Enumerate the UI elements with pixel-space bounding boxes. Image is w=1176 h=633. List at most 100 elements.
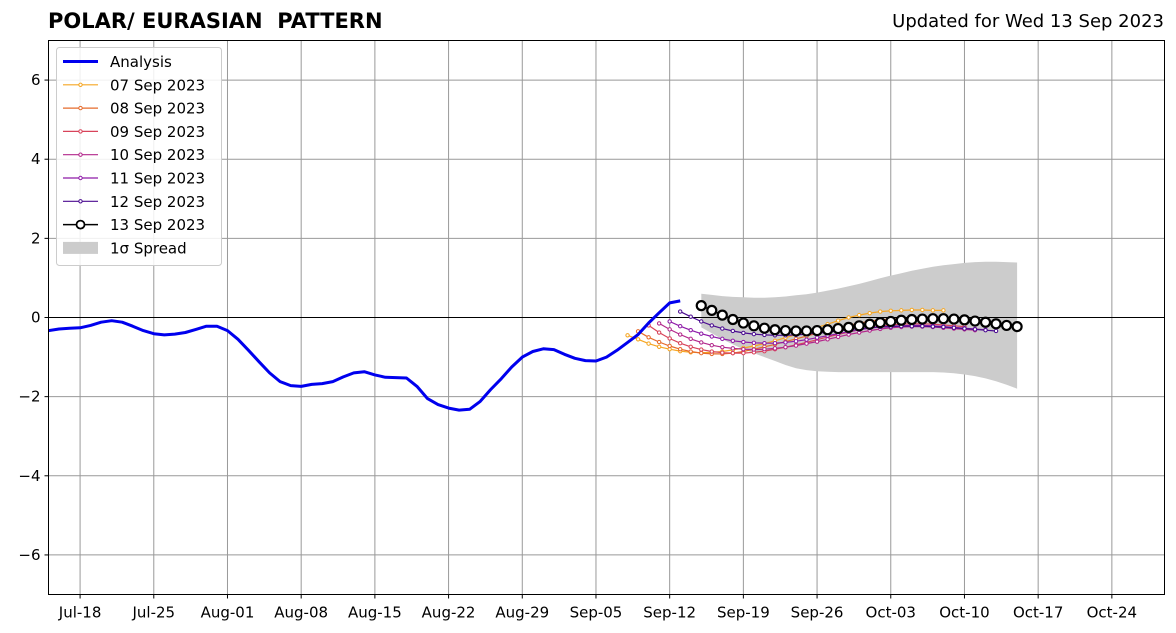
forecast-point xyxy=(656,321,662,326)
forecast-point xyxy=(853,320,865,332)
forecast-point xyxy=(783,344,788,350)
forecast-point xyxy=(688,349,693,354)
y-tick-label: −6 xyxy=(18,546,40,564)
forecast-point xyxy=(751,340,757,346)
legend-label: 07 Sep 2023 xyxy=(110,76,205,94)
forecast-point xyxy=(741,350,746,356)
forecast-point xyxy=(730,338,736,344)
forecast-point xyxy=(667,336,672,341)
forecast-point xyxy=(899,308,904,313)
forecast-point xyxy=(741,339,746,345)
legend-label: 09 Sep 2023 xyxy=(110,123,205,141)
x-tick-label: Oct-17 xyxy=(1013,604,1063,622)
forecast-point xyxy=(779,324,792,337)
forecast-point xyxy=(941,308,946,313)
x-tick-label: Oct-03 xyxy=(866,604,916,622)
forecast-point xyxy=(656,330,662,335)
forecast-point xyxy=(688,314,693,319)
x-tick-label: Sep-12 xyxy=(643,604,696,622)
x-tick-label: Sep-26 xyxy=(791,604,844,622)
x-tick-label: Oct-10 xyxy=(939,604,989,622)
forecast-point xyxy=(730,328,736,334)
analysis-line xyxy=(48,299,681,412)
forecast-point xyxy=(625,333,630,338)
forecast-point xyxy=(720,326,725,331)
forecast-point xyxy=(930,324,936,329)
x-tick-label: Aug-29 xyxy=(495,604,549,622)
forecast-point xyxy=(941,324,946,330)
forecast-point xyxy=(699,340,704,345)
x-tick-label: Aug-01 xyxy=(201,604,255,622)
legend-marker xyxy=(78,152,83,157)
x-tick-label: Oct-24 xyxy=(1087,604,1137,622)
legend-marker xyxy=(78,199,83,204)
y-tick-label: −2 xyxy=(18,388,40,406)
forecast-point xyxy=(751,331,757,337)
forecast-point xyxy=(909,307,915,313)
forecast-point xyxy=(677,341,683,346)
forecast-point xyxy=(737,317,749,329)
legend-label: 11 Sep 2023 xyxy=(110,170,205,188)
forecast-point xyxy=(885,315,897,328)
forecast-point xyxy=(804,337,809,342)
forecast-point xyxy=(951,325,957,330)
forecast-point xyxy=(916,313,928,325)
x-tick-label: Aug-15 xyxy=(348,604,402,622)
chart-title: POLAR/ EURASIAN PATTERN xyxy=(48,9,383,33)
forecast-series xyxy=(695,300,1023,337)
legend-box xyxy=(56,47,222,266)
forecast-point xyxy=(979,316,992,328)
forecast-point xyxy=(769,324,781,336)
y-tick-label: 2 xyxy=(31,229,41,247)
forecast-point xyxy=(699,319,704,324)
forecast-point xyxy=(720,336,725,342)
y-tick-label: 0 xyxy=(31,309,41,327)
forecast-point xyxy=(741,346,746,352)
forecast-point xyxy=(677,346,683,352)
forecast-point xyxy=(878,309,883,314)
forecast-point xyxy=(646,341,651,346)
forecast-point xyxy=(958,314,971,326)
forecast-point xyxy=(800,325,813,337)
legend-label: 12 Sep 2023 xyxy=(110,193,205,211)
forecast-point xyxy=(720,344,725,350)
forecast-point xyxy=(709,323,714,328)
legend-label: Analysis xyxy=(110,53,172,71)
forecast-point xyxy=(874,317,886,329)
forecast-point xyxy=(772,346,778,351)
forecast-point xyxy=(667,343,672,349)
forecast-point xyxy=(790,325,802,337)
forecast-point xyxy=(762,341,767,346)
forecast-point xyxy=(688,327,693,333)
forecast-point xyxy=(1011,321,1023,333)
forecast-point xyxy=(895,314,907,326)
legend-swatch xyxy=(63,241,98,254)
updated-date: Updated for Wed 13 Sep 2023 xyxy=(892,11,1164,32)
forecast-point xyxy=(972,327,978,332)
legend-label: 13 Sep 2023 xyxy=(110,216,205,234)
forecast-point xyxy=(762,346,767,352)
forecast-point xyxy=(688,336,693,342)
forecast-point xyxy=(948,313,960,325)
forecast-point xyxy=(758,322,771,334)
forecast-point xyxy=(772,341,778,346)
forecast-point xyxy=(962,326,967,331)
forecast-point xyxy=(990,318,1002,330)
forecast-point xyxy=(677,332,683,337)
forecast-point xyxy=(695,300,707,312)
forecast-point xyxy=(730,350,736,356)
forecast-point xyxy=(856,312,862,318)
forecast-point xyxy=(969,315,981,327)
y-tick-label: −4 xyxy=(18,467,40,485)
forecast-point xyxy=(937,313,950,325)
forecast-point xyxy=(699,331,704,336)
forecast-point xyxy=(688,344,693,349)
forecast-point xyxy=(635,337,641,342)
legend-marker xyxy=(75,219,86,230)
plot-area xyxy=(48,261,1165,412)
forecast-point xyxy=(920,324,925,329)
forecast-point xyxy=(793,343,799,348)
legend-marker xyxy=(78,105,83,111)
x-tick-label: Jul-25 xyxy=(131,604,175,622)
forecast-point xyxy=(846,315,851,320)
